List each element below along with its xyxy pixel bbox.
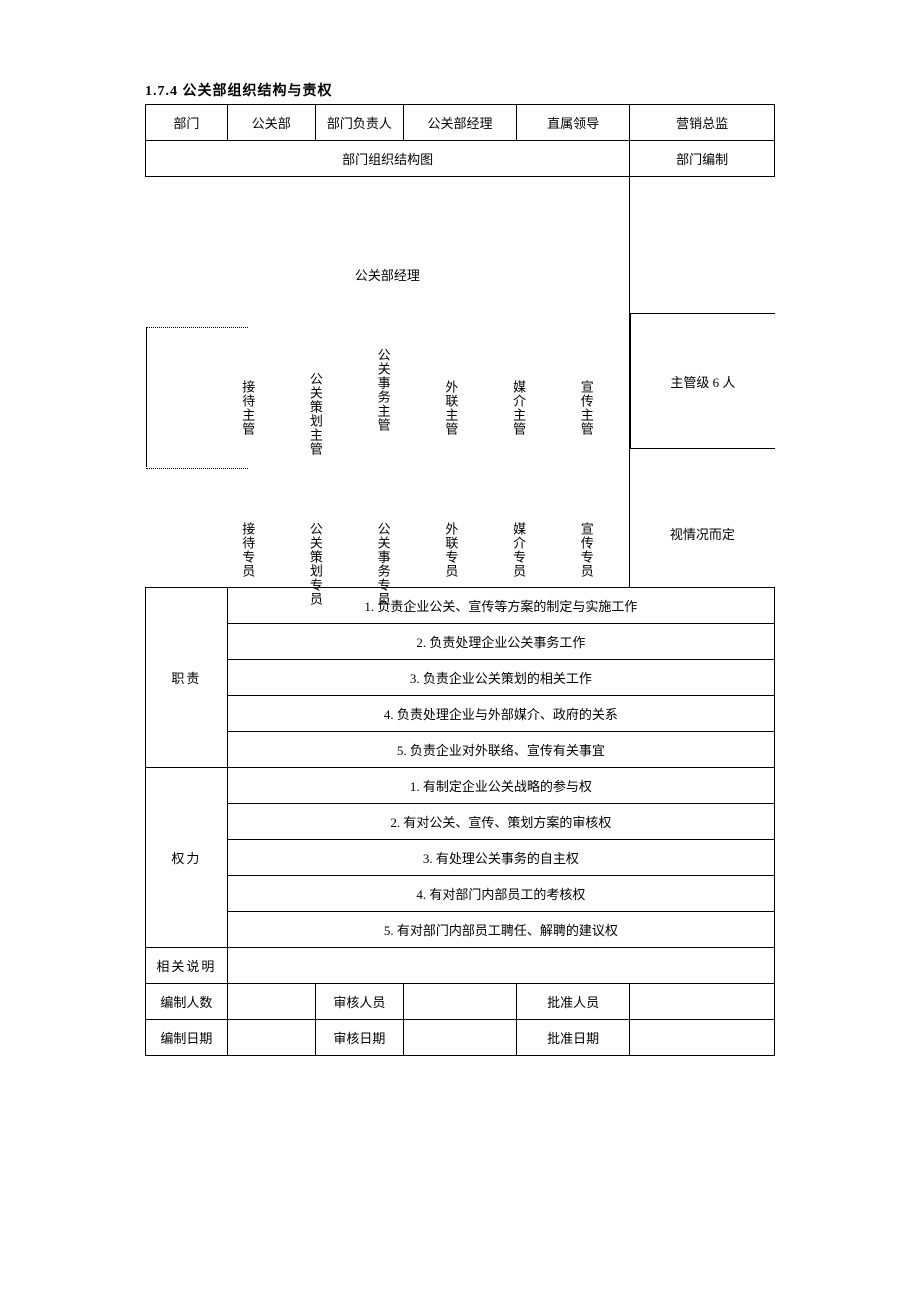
head-label: 部门负责人 — [315, 105, 403, 141]
org-sup-2: 公关事务主管 — [349, 348, 417, 460]
duties-label: 职责 — [146, 588, 228, 768]
org-sup-3: 外联主管 — [416, 372, 484, 460]
org-chart-cell: 公关部经理 接待主管 公关策划主管 公关事务主管 外联主管 媒介主管 宣传主管 … — [146, 177, 630, 588]
approve-date-value — [630, 1020, 775, 1056]
org-staff-1: 公关策划专员 — [281, 522, 349, 610]
review-date-label: 审核日期 — [315, 1020, 403, 1056]
org-sup-5: 宣传主管 — [552, 372, 620, 460]
org-staff-row: 接待专员 公关策划专员 公关事务专员 外联专员 媒介专员 宣传专员 — [146, 522, 630, 610]
staffing-label: 部门编制 — [630, 141, 775, 177]
org-staff-3: 外联专员 — [416, 522, 484, 610]
duty-5: 5. 负责企业对外联络、宣传有关事宜 — [227, 732, 774, 768]
document-heading: 1.7.4 公关部组织结构与责权 — [145, 80, 775, 100]
org-manager: 公关部经理 — [355, 265, 420, 284]
org-sup-1: 公关策划主管 — [281, 372, 349, 460]
power-1: 1. 有制定企业公关战略的参与权 — [227, 768, 774, 804]
dashed-marker-bot — [146, 468, 248, 469]
duty-2: 2. 负责处理企业公关事务工作 — [227, 624, 774, 660]
org-staff-2: 公关事务专员 — [349, 522, 417, 610]
org-staff-0: 接待专员 — [213, 522, 281, 610]
superior-label: 直属领导 — [517, 105, 630, 141]
superior-value: 营销总监 — [630, 105, 775, 141]
review-date-value — [403, 1020, 516, 1056]
notes-label: 相关说明 — [146, 948, 228, 984]
dept-label: 部门 — [146, 105, 228, 141]
reviewer-label: 审核人员 — [315, 984, 403, 1020]
notes-value — [227, 948, 774, 984]
duty-3: 3. 负责企业公关策划的相关工作 — [227, 660, 774, 696]
count-value — [227, 984, 315, 1020]
staffing-cell: 主管级 6 人 视情况而定 — [630, 177, 775, 588]
org-staff-5: 宣传专员 — [552, 522, 620, 610]
reviewer-value — [403, 984, 516, 1020]
power-3: 3. 有处理公关事务的自主权 — [227, 840, 774, 876]
approver-value — [630, 984, 775, 1020]
powers-label: 权力 — [146, 768, 228, 948]
head-value: 公关部经理 — [403, 105, 516, 141]
approver-label: 批准人员 — [517, 984, 630, 1020]
duty-4: 4. 负责处理企业与外部媒介、政府的关系 — [227, 696, 774, 732]
approve-date-label: 批准日期 — [517, 1020, 630, 1056]
org-supervisors-row: 接待主管 公关策划主管 公关事务主管 外联主管 媒介主管 宣传主管 — [146, 372, 630, 460]
chart-label: 部门组织结构图 — [146, 141, 630, 177]
org-sup-4: 媒介主管 — [484, 372, 552, 460]
count-label: 编制人数 — [146, 984, 228, 1020]
date-value — [227, 1020, 315, 1056]
dept-value: 公关部 — [227, 105, 315, 141]
staff-count: 视情况而定 — [630, 449, 774, 587]
power-4: 4. 有对部门内部员工的考核权 — [227, 876, 774, 912]
date-label: 编制日期 — [146, 1020, 228, 1056]
power-5: 5. 有对部门内部员工聘任、解聘的建议权 — [227, 912, 774, 948]
org-staff-4: 媒介专员 — [484, 522, 552, 610]
sup-count: 主管级 6 人 — [630, 313, 774, 449]
main-table: 部门 公关部 部门负责人 公关部经理 直属领导 营销总监 部门组织结构图 部门编… — [145, 104, 775, 1056]
org-sup-0: 接待主管 — [213, 372, 281, 460]
power-2: 2. 有对公关、宣传、策划方案的审核权 — [227, 804, 774, 840]
